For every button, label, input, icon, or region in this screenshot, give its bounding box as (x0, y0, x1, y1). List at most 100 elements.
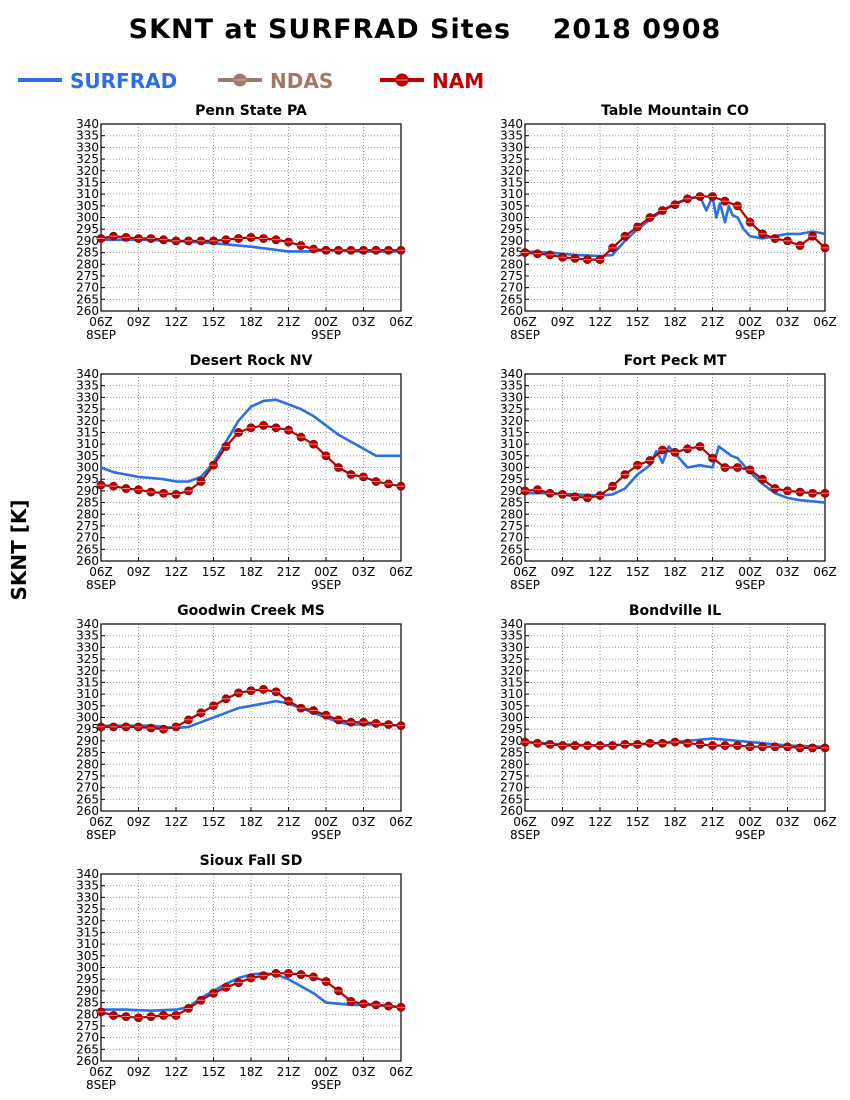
data-point-nam (683, 444, 692, 454)
x-tick-label: 18Z (663, 315, 687, 329)
data-point-nam (820, 488, 830, 498)
panel-5: Bondville IL2602652702752802852902953003… (500, 603, 837, 842)
data-point-nam (695, 192, 705, 201)
data-point-nam (246, 686, 256, 696)
x-tick-label: 06Z (513, 815, 537, 829)
y-tick-label: 280 (500, 257, 523, 271)
data-point-nam (346, 245, 356, 255)
data-point-nam (171, 489, 181, 499)
data-point-nam (246, 423, 256, 433)
y-tick-label: 300 (500, 711, 523, 725)
x-tick-label: 06Z (389, 565, 413, 579)
y-tick-label: 270 (500, 281, 523, 295)
data-point-nam (196, 477, 206, 486)
y-tick-label: 320 (76, 914, 99, 928)
data-point-nam (196, 995, 206, 1005)
data-point-nam (296, 432, 306, 442)
y-tick-label: 265 (76, 542, 99, 556)
y-tick-label: 320 (76, 414, 99, 428)
x-tick-label: 03Z (352, 1065, 376, 1079)
x-tick-label: 21Z (701, 815, 725, 829)
x-tick-label: 21Z (277, 1065, 301, 1079)
plot-frame (100, 873, 402, 1062)
data-point-nam (359, 472, 368, 482)
data-point-nam (583, 493, 592, 503)
x-tick-label: 21Z (701, 315, 725, 329)
x-tick-label: 09Z (127, 565, 151, 579)
data-point-nam (221, 235, 231, 245)
data-point-nam (595, 741, 605, 750)
data-point-nam (658, 445, 667, 455)
data-point-nam (384, 720, 393, 729)
data-point-nam (808, 488, 817, 498)
y-tick-label: 330 (76, 390, 99, 404)
data-point-nam (221, 694, 231, 704)
data-point-nam (758, 742, 767, 752)
x-tick-label: 18Z (663, 815, 687, 829)
x-date-label: 9SEP (311, 1078, 341, 1092)
data-point-nam (159, 235, 168, 245)
data-point-nam (770, 742, 780, 752)
data-point-nam (708, 192, 717, 201)
data-point-nam (558, 741, 567, 750)
x-tick-label: 21Z (277, 565, 301, 579)
y-tick-label: 270 (500, 531, 523, 545)
x-tick-label: 12Z (164, 565, 188, 579)
data-point-nam (121, 1012, 131, 1021)
x-tick-label: 21Z (701, 565, 725, 579)
data-point-nam (346, 996, 356, 1006)
y-tick-label: 265 (76, 292, 99, 306)
y-tick-label: 320 (500, 664, 523, 678)
data-point-nam (121, 232, 131, 242)
x-tick-label: 12Z (588, 565, 612, 579)
data-point-nam (620, 470, 630, 479)
x-tick-label: 06Z (813, 815, 837, 829)
y-tick-label: 295 (500, 222, 523, 236)
y-tick-label: 305 (500, 699, 523, 713)
x-tick-label: 06Z (813, 315, 837, 329)
x-tick-label: 06Z (389, 815, 413, 829)
panel-title: Goodwin Creek MS (177, 603, 325, 619)
y-tick-label: 335 (500, 129, 523, 143)
panel-title: Table Mountain CO (601, 103, 749, 119)
data-point-nam (633, 739, 642, 749)
data-point-nam (783, 486, 792, 496)
data-point-nam (296, 241, 306, 250)
x-tick-label: 06Z (89, 315, 113, 329)
data-point-nam (259, 234, 268, 243)
y-tick-label: 285 (76, 996, 99, 1010)
data-point-nam (608, 243, 617, 253)
y-tick-label: 315 (76, 425, 99, 439)
y-tick-label: 325 (500, 402, 523, 416)
data-point-nam (146, 234, 156, 243)
data-point-nam (558, 252, 567, 262)
y-tick-label: 305 (500, 199, 523, 213)
data-point-nam (96, 480, 106, 490)
y-tick-label: 300 (76, 961, 99, 975)
y-tick-label: 340 (76, 117, 99, 131)
x-date-label: 9SEP (311, 578, 341, 592)
x-date-label: 8SEP (86, 578, 116, 592)
data-point-nam (545, 250, 555, 260)
data-point-nam (645, 456, 655, 465)
y-tick-label: 310 (500, 187, 523, 201)
data-point-nam (334, 463, 343, 472)
data-point-nam (134, 234, 143, 243)
data-point-nam (396, 1002, 406, 1012)
data-point-nam (745, 465, 755, 475)
data-point-nam (545, 488, 555, 498)
x-tick-label: 12Z (588, 315, 612, 329)
y-tick-label: 335 (76, 629, 99, 643)
data-point-nam (533, 249, 542, 259)
data-point-nam (620, 231, 630, 241)
panel-2: Desert Rock NV26026527027528028529029530… (76, 353, 413, 592)
y-tick-label: 300 (500, 461, 523, 475)
data-point-nam (96, 722, 106, 732)
y-tick-label: 275 (500, 269, 523, 283)
y-tick-label: 285 (76, 246, 99, 260)
y-tick-label: 335 (76, 879, 99, 893)
data-point-nam (146, 487, 156, 497)
data-point-nam (708, 741, 717, 750)
y-tick-label: 300 (76, 461, 99, 475)
